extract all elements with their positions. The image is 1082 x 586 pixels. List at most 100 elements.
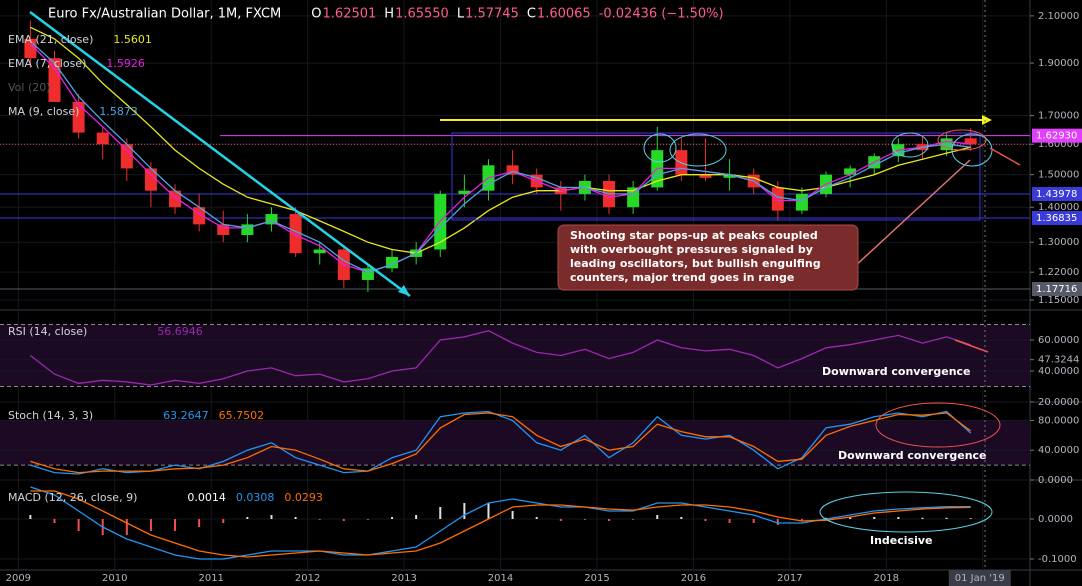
histogram-bar bbox=[53, 519, 56, 523]
quote-value: 1.62501 bbox=[323, 7, 377, 22]
candle-body bbox=[48, 58, 61, 102]
quote-key: C bbox=[527, 7, 536, 22]
quote-key: H bbox=[384, 7, 394, 22]
range-box bbox=[451, 132, 981, 221]
y-tick-label: 40.0000 bbox=[1038, 445, 1079, 456]
histogram-bar bbox=[487, 503, 490, 519]
histogram-bar bbox=[559, 519, 562, 521]
series-line bbox=[30, 26, 971, 254]
highlight bbox=[669, 133, 727, 167]
highlight bbox=[875, 402, 1001, 448]
candle-body bbox=[265, 214, 278, 225]
x-tick-label: 2011 bbox=[198, 573, 223, 584]
candle-body bbox=[699, 174, 712, 178]
highlight bbox=[819, 491, 993, 533]
histogram-bar bbox=[463, 503, 466, 519]
histogram-bar bbox=[294, 517, 297, 519]
histogram-bar bbox=[29, 515, 32, 519]
price-label-box bbox=[1032, 211, 1082, 226]
legend-text: 0.0014 bbox=[187, 491, 226, 504]
legend-text: Vol (20) bbox=[8, 81, 51, 94]
candle-body bbox=[313, 249, 326, 254]
x-tick-box bbox=[948, 570, 1011, 586]
y-tick-label: 1.50000 bbox=[1038, 170, 1079, 181]
histogram-bar bbox=[873, 517, 876, 519]
annotation-text: Downward convergence bbox=[838, 449, 987, 462]
y-tick-label: -0.1000 bbox=[1038, 554, 1077, 565]
series-line bbox=[30, 330, 971, 386]
histogram-bar bbox=[439, 507, 442, 519]
annotation-box bbox=[557, 224, 859, 291]
histogram-bar bbox=[680, 517, 683, 519]
arrow-head bbox=[982, 115, 992, 125]
series-line bbox=[30, 410, 972, 475]
candle-body bbox=[217, 224, 230, 235]
x-tick-label: 2017 bbox=[777, 573, 802, 584]
quote-key: L bbox=[457, 7, 465, 22]
histogram-bar bbox=[608, 519, 611, 521]
price-label-box bbox=[1032, 186, 1082, 201]
x-tick-label: 01 Jan '19 bbox=[955, 573, 1005, 584]
x-tick-label: 2016 bbox=[681, 573, 706, 584]
y-tick-label: 20.0000 bbox=[1038, 397, 1079, 408]
candle-body bbox=[458, 190, 471, 194]
candle-body bbox=[120, 144, 133, 169]
histogram-bar bbox=[174, 519, 177, 531]
histogram-bar bbox=[149, 519, 152, 531]
drawings bbox=[29, 0, 1021, 570]
histogram-bar bbox=[415, 515, 418, 519]
y-tick-label: 40.0000 bbox=[1038, 366, 1079, 377]
x-tick-label: 2018 bbox=[874, 573, 899, 584]
histogram-bar bbox=[704, 519, 707, 521]
projection bbox=[954, 339, 989, 353]
candle-body bbox=[627, 187, 640, 208]
candle-body bbox=[289, 214, 302, 254]
annotation-text: Downward convergence bbox=[822, 365, 971, 378]
legend-text: MACD (12, 26, close, 9) bbox=[8, 491, 137, 504]
legend-text: RSI (14, close) bbox=[8, 325, 87, 338]
price-label: 1.62930 bbox=[1036, 131, 1077, 142]
histogram-bar bbox=[776, 519, 779, 525]
candle-body bbox=[723, 174, 736, 178]
price-label: 1.43978 bbox=[1036, 189, 1077, 200]
histogram-bar bbox=[752, 519, 755, 523]
annotation-text: counters, major trend goes in range bbox=[570, 271, 794, 284]
series-line bbox=[30, 490, 971, 558]
band bbox=[0, 420, 1030, 466]
histogram-bar bbox=[728, 519, 731, 523]
series-line bbox=[30, 412, 972, 474]
highlight bbox=[891, 132, 929, 158]
y-tick-label: 1.15000 bbox=[1038, 295, 1079, 306]
histogram-bar bbox=[897, 517, 900, 519]
arrow-head bbox=[398, 285, 410, 296]
annotation-text: Indecisive bbox=[870, 534, 933, 547]
x-tick-label: 2015 bbox=[584, 573, 609, 584]
legend-text: EMA (21, close) bbox=[8, 33, 93, 46]
histogram-bar bbox=[656, 515, 659, 519]
legend-text: 1.5601 bbox=[113, 33, 152, 46]
x-tick-label: 2009 bbox=[6, 573, 31, 584]
y-tick-label: 2.10000 bbox=[1038, 11, 1079, 22]
pointer bbox=[839, 159, 971, 281]
y-tick-label: 1.40000 bbox=[1038, 202, 1079, 213]
quote-value: 1.57745 bbox=[465, 7, 519, 22]
candle-body bbox=[964, 138, 977, 145]
histogram-bar bbox=[246, 517, 249, 519]
candle-body bbox=[241, 224, 254, 235]
candle-body bbox=[844, 168, 857, 175]
quote-value: 1.60065 bbox=[537, 7, 591, 22]
quote-key: O bbox=[311, 7, 321, 22]
y-tick-label: 0.0000 bbox=[1038, 514, 1073, 525]
legend-text: 1.5873 bbox=[99, 105, 138, 118]
histogram-bar bbox=[198, 519, 201, 527]
histogram-bar bbox=[318, 519, 321, 520]
candle-body bbox=[771, 187, 784, 211]
histogram-bar bbox=[583, 519, 586, 520]
histogram-bar bbox=[945, 517, 948, 519]
series-line bbox=[29, 43, 971, 273]
y-tick-label: 1.60000 bbox=[1038, 139, 1079, 150]
legend-text: MA (9, close) bbox=[8, 105, 79, 118]
y-tick-label: 0.0000 bbox=[1038, 475, 1073, 486]
